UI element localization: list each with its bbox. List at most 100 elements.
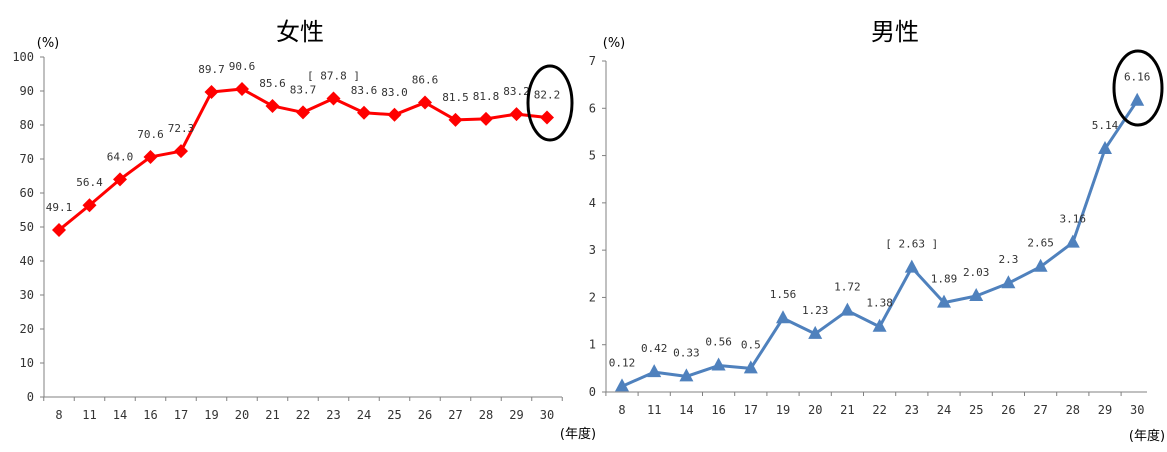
- male-chart-title: 男性: [871, 18, 919, 46]
- female-x-tick-label: 21: [265, 408, 279, 422]
- female-x-tick-label: 29: [509, 408, 523, 422]
- male-data-point: [711, 357, 726, 371]
- male-x-tick-label: 26: [1001, 403, 1015, 417]
- male-series-line: [621, 99, 1139, 388]
- female-data-point: [418, 95, 432, 110]
- female-x-tick-label: 8: [55, 408, 62, 422]
- female-x-tick-label: 28: [479, 408, 493, 422]
- male-data-label: 2.65: [1027, 237, 1054, 250]
- female-data-label: 85.6: [259, 77, 286, 90]
- female-y-tick-label: 60: [20, 186, 34, 200]
- male-data-label: 2.03: [963, 266, 990, 279]
- male-data-label: 5.14: [1092, 119, 1119, 132]
- female-data-label: 81.5: [442, 91, 469, 104]
- male-data-point: [647, 364, 662, 378]
- female-y-tick-label: 50: [20, 220, 34, 234]
- female-data-point: [204, 85, 219, 100]
- male-data-label: 1.89: [931, 273, 958, 286]
- female-x-tick-label: 24: [357, 408, 371, 422]
- female-y-tick-label: 90: [20, 84, 34, 98]
- male-y-tick-label: 0: [589, 385, 596, 399]
- male-y-tick-label: 6: [589, 101, 596, 115]
- male-x-tick-label: 16: [711, 403, 725, 417]
- female-data-label: 56.4: [76, 176, 103, 189]
- female-x-tick-label: 14: [113, 408, 127, 422]
- female-data-label: 83.7: [290, 83, 317, 96]
- male-data-label: 0.42: [641, 342, 668, 355]
- male-x-tick-label: 24: [937, 403, 951, 417]
- female-data-point: [265, 98, 280, 113]
- female-x-tick-label: 26: [418, 408, 432, 422]
- male-data-point: [872, 318, 887, 332]
- male-y-unit: (%): [603, 36, 626, 51]
- female-data-label: 49.1: [46, 201, 73, 214]
- male-x-tick-label: 25: [969, 403, 983, 417]
- female-data-point: [326, 91, 341, 106]
- male-x-tick-label: 30: [1130, 403, 1144, 417]
- female-x-tick-label: 23: [326, 408, 340, 422]
- female-x-tick-label: 20: [235, 408, 249, 422]
- female-x-tick-label: 27: [448, 408, 462, 422]
- male-x-tick-label: 17: [744, 403, 758, 417]
- male-y-tick-label: 5: [589, 149, 596, 163]
- male-x-tick-label: 27: [1033, 403, 1047, 417]
- female-data-label: 81.8: [473, 90, 500, 103]
- female-data-point: [113, 172, 127, 187]
- female-data-point: [479, 111, 493, 126]
- male-data-point: [1033, 258, 1048, 272]
- female-data-point: [509, 107, 524, 122]
- male-data-point: [904, 259, 919, 273]
- female-y-tick-label: 80: [20, 118, 34, 132]
- female-y-tick-label: 70: [20, 152, 34, 166]
- male-data-label: 0.12: [609, 356, 636, 369]
- male-x-tick-label: 8: [618, 403, 625, 417]
- female-data-label: 82.2: [534, 89, 561, 102]
- female-y-unit: (%): [37, 36, 60, 51]
- male-data-point: [1065, 234, 1080, 248]
- male-x-tick-label: 22: [872, 403, 886, 417]
- female-data-label: 72.3: [168, 122, 195, 135]
- female-data-point: [143, 149, 158, 164]
- female-y-tick-label: 30: [20, 288, 34, 302]
- male-data-label: 3.16: [1060, 213, 1087, 226]
- male-data-label: 6.16: [1124, 71, 1151, 84]
- male-data-label: 1.56: [770, 288, 797, 301]
- female-x-tick-label: 16: [143, 408, 157, 422]
- female-x-tick-label: 30: [540, 408, 554, 422]
- male-data-label: 0.5: [741, 338, 761, 351]
- female-data-label: 83.0: [381, 86, 408, 99]
- male-y-tick-label: 4: [589, 196, 596, 210]
- male-x-tick-label: 29: [1098, 403, 1112, 417]
- female-x-unit: (年度): [560, 426, 596, 442]
- female-y-tick-label: 100: [12, 50, 34, 64]
- female-data-point: [540, 110, 554, 125]
- male-data-point: [679, 368, 694, 382]
- female-data-label: 90.6: [229, 60, 256, 73]
- male-data-label: [ 2.63 ]: [885, 238, 938, 251]
- male-data-label: 2.3: [998, 253, 1018, 266]
- male-x-tick-label: 19: [776, 403, 790, 417]
- male-data-point: [776, 310, 790, 324]
- male-data-point: [615, 378, 629, 392]
- female-data-point: [357, 105, 371, 120]
- female-data-point: [448, 112, 463, 127]
- female-data-label: 70.6: [137, 128, 164, 141]
- female-x-tick-label: 17: [174, 408, 188, 422]
- female-data-label: 64.0: [107, 150, 134, 163]
- male-data-point: [1130, 92, 1145, 106]
- male-highlight-circle: [1112, 49, 1164, 127]
- male-data-point: [1098, 140, 1112, 154]
- female-data-point: [174, 144, 188, 159]
- male-x-tick-label: 11: [647, 403, 661, 417]
- female-x-tick-label: 22: [296, 408, 310, 422]
- female-data-label: 89.7: [198, 63, 225, 76]
- female-x-tick-label: 11: [82, 408, 96, 422]
- male-data-point: [969, 288, 984, 302]
- male-data-label: 1.23: [802, 304, 829, 317]
- male-y-tick-label: 7: [589, 54, 596, 68]
- male-data-point: [1001, 275, 1016, 289]
- female-data-point: [387, 107, 402, 122]
- female-y-tick-label: 40: [20, 254, 34, 268]
